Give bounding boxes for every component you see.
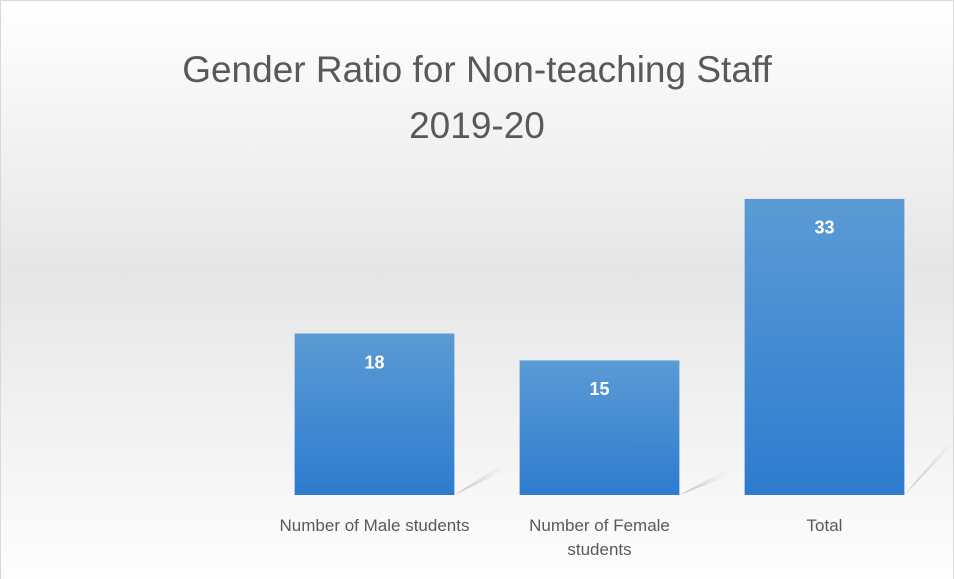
bar-shadow	[454, 462, 505, 495]
chart-title: Gender Ratio for Non-teaching Staff	[182, 49, 772, 90]
x-tick-label: Total	[806, 516, 843, 535]
bar	[519, 360, 680, 495]
data-label: 15	[589, 379, 609, 399]
data-label: 33	[814, 218, 834, 238]
data-label: 18	[364, 352, 384, 372]
bar-shadow	[904, 436, 954, 495]
bar	[744, 198, 905, 495]
x-tick-label: Number of Female students	[529, 516, 670, 559]
bar-shadow	[679, 468, 730, 495]
x-tick-label: Number of Male students	[279, 516, 470, 535]
chart-title: 2019-20	[409, 105, 545, 146]
bar	[294, 333, 455, 495]
